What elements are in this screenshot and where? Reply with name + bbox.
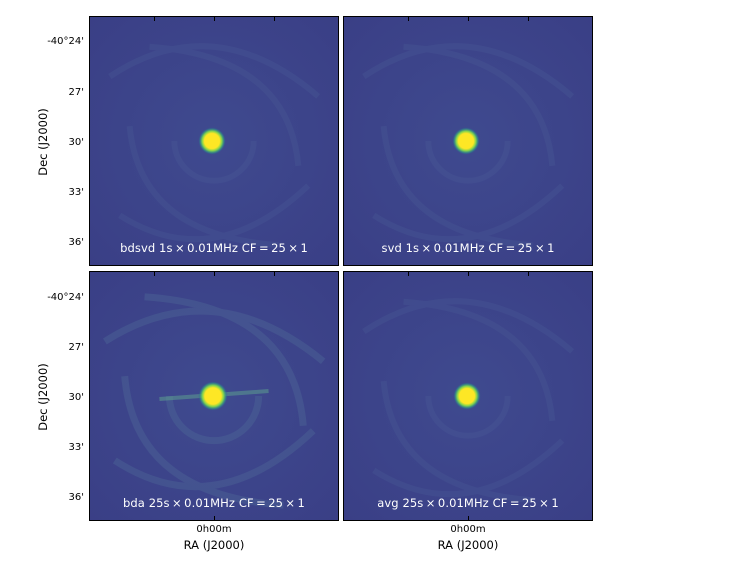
tick-mark — [274, 17, 275, 21]
panel-label: svd 1s × 0.01MHz CF = 25 × 1 — [381, 241, 555, 255]
tick-mark — [154, 17, 155, 21]
tick-mark — [408, 272, 409, 276]
image-panel-avg: avg 25s × 0.01MHz CF = 25 × 1 — [343, 271, 593, 521]
radio-image-bdsvd — [90, 17, 338, 265]
y-tick-label: 30' — [68, 392, 84, 403]
tick-mark — [468, 516, 469, 520]
radio-image-avg — [344, 272, 592, 520]
y-tick-label: -40°24' — [47, 292, 84, 303]
x-tick-label: 0h00m — [450, 524, 486, 535]
tick-mark — [528, 272, 529, 276]
image-panel-bdsvd: bdsvd 1s × 0.01MHz CF = 25 × 1 — [89, 16, 339, 266]
y-tick-label: 36' — [68, 237, 84, 248]
tick-mark — [408, 17, 409, 21]
y-tick-label: 33' — [68, 442, 84, 453]
y-tick-label: 30' — [68, 137, 84, 148]
radio-image-bda — [90, 272, 338, 520]
x-axis-title: RA (J2000) — [437, 538, 499, 552]
tick-mark — [214, 272, 215, 276]
tick-mark — [274, 272, 275, 276]
tick-mark — [214, 17, 215, 21]
y-tick-label: 27' — [68, 342, 84, 353]
image-panel-bda: bda 25s × 0.01MHz CF = 25 × 1 — [89, 271, 339, 521]
y-axis-title: Dec (J2000) — [36, 108, 50, 176]
tick-mark — [468, 272, 469, 276]
y-tick-label: 27' — [68, 87, 84, 98]
x-tick-label: 0h00m — [196, 524, 232, 535]
panel-label: bda 25s × 0.01MHz CF = 25 × 1 — [123, 496, 305, 510]
y-tick-label: 33' — [68, 187, 84, 198]
image-panel-svd: svd 1s × 0.01MHz CF = 25 × 1 — [343, 16, 593, 266]
tick-mark — [154, 272, 155, 276]
tick-mark — [528, 17, 529, 21]
tick-mark — [468, 17, 469, 21]
panel-label: bdsvd 1s × 0.01MHz CF = 25 × 1 — [120, 241, 308, 255]
y-tick-label: 36' — [68, 492, 84, 503]
y-axis-title: Dec (J2000) — [36, 363, 50, 431]
x-axis-title: RA (J2000) — [183, 538, 245, 552]
panel-label: avg 25s × 0.01MHz CF = 25 × 1 — [377, 496, 559, 510]
y-tick-label: -40°24' — [47, 36, 84, 47]
radio-image-svd — [344, 17, 592, 265]
tick-mark — [214, 516, 215, 520]
